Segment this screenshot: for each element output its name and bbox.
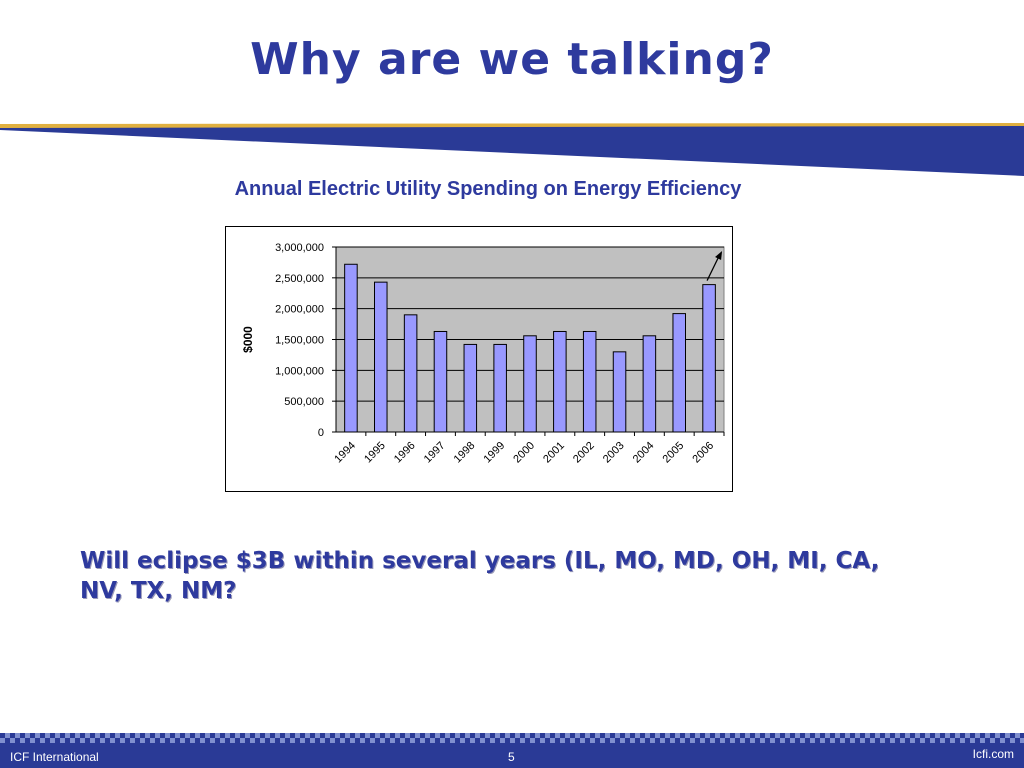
- y-tick-label: 1,000,000: [275, 365, 324, 377]
- x-tick-label: 1994: [332, 440, 358, 466]
- x-tick-label: 2006: [690, 440, 716, 466]
- y-tick-label: 2,500,000: [275, 273, 324, 285]
- chart-frame: 0 500,000 1,000,000 1,500,000 2,000,000 2,500…: [225, 226, 733, 492]
- bar-1999: [493, 343, 507, 433]
- x-tick-label: 1999: [481, 440, 507, 466]
- x-tick-label: 2003: [601, 440, 627, 466]
- footer-company: ICF International: [10, 750, 99, 764]
- bar-2000: [523, 335, 537, 433]
- bar-1997: [433, 330, 448, 433]
- bar-2001: [553, 330, 567, 433]
- bar-2003: [612, 351, 627, 433]
- y-tick-label: 3,000,000: [275, 242, 324, 254]
- bar-1998: [463, 343, 478, 433]
- x-tick-label: 2005: [661, 440, 687, 466]
- footer-pattern: [0, 733, 1024, 743]
- x-tick-label: 2004: [631, 440, 657, 466]
- bar-2005: [672, 313, 686, 433]
- y-tick-label: 500,000: [284, 396, 324, 408]
- y-axis-label: $000: [241, 326, 255, 353]
- callout-text: Will eclipse $3B within several years (I…: [80, 548, 880, 604]
- bar-chart: 0 500,000 1,000,000 1,500,000 2,000,000 2,500…: [241, 242, 725, 466]
- bar-2002: [582, 330, 597, 433]
- bar-2006: [702, 284, 716, 433]
- x-tick-label: 1995: [362, 440, 388, 466]
- x-tick-label: 2002: [571, 440, 597, 466]
- footer-website[interactable]: Icfi.com: [972, 747, 1014, 761]
- header-swoosh: [0, 123, 1024, 176]
- arrow-shaft: [706, 255, 720, 281]
- bar-1994: [344, 263, 358, 433]
- y-tick-label: 0: [318, 427, 324, 439]
- bar-1995: [374, 281, 388, 433]
- x-tick-label: 1998: [452, 440, 478, 466]
- y-tick-label: 2,000,000: [275, 304, 324, 316]
- x-tick-label: 2001: [541, 440, 567, 466]
- slide-title: Why are we talking?: [250, 34, 774, 85]
- arrow-head: [715, 251, 723, 260]
- bar-1996: [403, 314, 418, 433]
- x-tick-label: 2000: [511, 440, 537, 466]
- page-number: 5: [508, 750, 515, 764]
- footer-bar: ICF International 5 Icfi.com: [0, 743, 1024, 768]
- chart-title: Annual Electric Utility Spending on Ener…: [234, 178, 742, 200]
- x-tick-label: 1997: [422, 440, 448, 466]
- bar-2004: [642, 335, 657, 433]
- x-tick-label: 1996: [392, 440, 418, 466]
- y-tick-label: 1,500,000: [275, 335, 324, 347]
